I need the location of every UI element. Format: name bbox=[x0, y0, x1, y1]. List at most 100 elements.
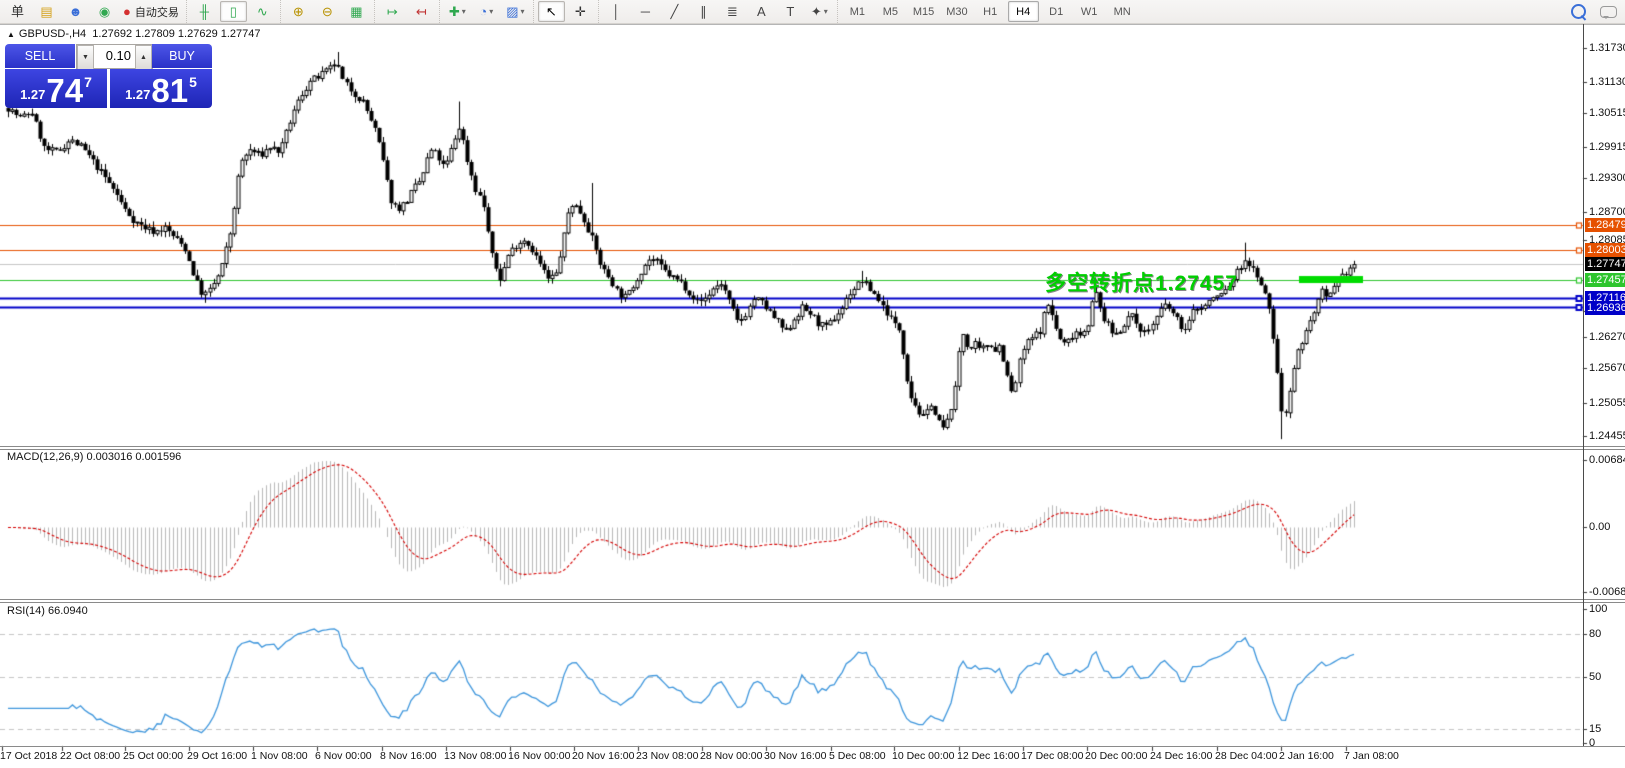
autotrade-button[interactable]: ● 自动交易 bbox=[120, 1, 182, 22]
toolbar-right bbox=[1571, 0, 1617, 23]
periods-icon[interactable]: ◔ ▾ bbox=[473, 1, 500, 22]
file-group: 单 ▤ ☻ ◉ ● 自动交易 bbox=[0, 0, 186, 23]
timeframe-m30[interactable]: M30 bbox=[946, 5, 968, 18]
price-axis-tick: 1.31130 bbox=[1589, 76, 1625, 88]
time-axis-label: 2 Jan 16:00 bbox=[1279, 750, 1334, 762]
horizontal-line-icon[interactable]: ─ bbox=[632, 1, 659, 22]
tile-windows-icon[interactable]: ▦ bbox=[343, 1, 370, 22]
text-icon: A bbox=[757, 4, 766, 19]
horizontal-line-icon: ─ bbox=[640, 4, 650, 19]
indicators-icon-dropdown[interactable]: ▾ bbox=[461, 7, 466, 16]
buy-button[interactable]: BUY bbox=[152, 44, 212, 68]
chart-shift-icon[interactable]: ↤ bbox=[408, 1, 435, 22]
arrows-icon: ✦ bbox=[810, 4, 822, 19]
fibonacci-icon: ≣ bbox=[726, 4, 738, 19]
indicators-icon: ✚ bbox=[448, 4, 460, 19]
timeframe-m1[interactable]: M1 bbox=[849, 5, 865, 18]
trendline-icon: ╱ bbox=[670, 4, 679, 19]
collapse-triangle-icon[interactable]: ▲ bbox=[7, 30, 15, 39]
zoom-group: ⊕ ⊖ ▦ bbox=[279, 0, 374, 23]
rsi-label: RSI(14) 66.0940 bbox=[7, 605, 88, 617]
timeframe-m5[interactable]: M5 bbox=[882, 5, 898, 18]
buy-price-button[interactable]: 1.27 81 5 bbox=[110, 69, 212, 108]
buy-price-prefix: 1.27 bbox=[125, 87, 151, 102]
timeframe-mn[interactable]: MN bbox=[1113, 5, 1131, 18]
candlestick-icon[interactable]: ▯ bbox=[219, 1, 247, 22]
add-group: ✚ ▾ ◔ ▾ ▨ ▾ bbox=[438, 0, 533, 23]
time-axis-label: 13 Nov 08:00 bbox=[444, 750, 507, 762]
zoom-out-icon[interactable]: ⊖ bbox=[314, 1, 341, 22]
text-icon[interactable]: A bbox=[748, 1, 775, 22]
profile-icon[interactable]: ☻ bbox=[62, 1, 89, 22]
timeframe-h4[interactable]: H4 bbox=[1007, 1, 1039, 22]
label-icon[interactable]: T bbox=[777, 1, 804, 22]
time-axis-label: 23 Nov 08:00 bbox=[636, 750, 699, 762]
templates-icon[interactable]: ▨ ▾ bbox=[502, 1, 529, 22]
cursor-icon: ↖ bbox=[545, 4, 557, 19]
crosshair-icon[interactable]: ✛ bbox=[567, 1, 594, 22]
timeframe-w1[interactable]: W1 bbox=[1080, 5, 1098, 18]
rsi-axis-tick: 50 bbox=[1589, 671, 1602, 683]
price-badge: 1.28003 bbox=[1585, 243, 1625, 257]
autoscroll-icon[interactable]: ↦ bbox=[379, 1, 406, 22]
rsi-axis-tick: 15 bbox=[1589, 723, 1602, 735]
timeframe-m15[interactable]: M15 bbox=[912, 5, 935, 18]
price-axis-tick: 1.30515 bbox=[1589, 107, 1625, 119]
periods-icon: ◔ bbox=[479, 4, 488, 19]
cursor-icon[interactable]: ↖ bbox=[537, 1, 565, 22]
chart-window: ▲ GBPUSD-,H4 1.27692 1.27809 1.27629 1.27… bbox=[0, 24, 1625, 768]
pivot-annotation-text[interactable]: 多空转折点1.27457 bbox=[1045, 272, 1238, 295]
time-axis-label: 25 Oct 00:00 bbox=[123, 750, 184, 762]
line-chart-icon: ∿ bbox=[256, 4, 268, 19]
time-axis-label: 1 Nov 08:00 bbox=[251, 750, 308, 762]
bar-chart-icon[interactable]: ╫ bbox=[191, 1, 218, 22]
sell-price-pipette: 7 bbox=[84, 74, 92, 90]
arrows-icon[interactable]: ✦ ▾ bbox=[806, 1, 833, 22]
fibonacci-icon[interactable]: ≣ bbox=[719, 1, 746, 22]
chart-canvas[interactable] bbox=[0, 24, 1625, 768]
sell-button[interactable]: SELL bbox=[5, 44, 75, 68]
trendline-icon[interactable]: ╱ bbox=[661, 1, 688, 22]
order-icon[interactable]: 单 bbox=[4, 1, 31, 22]
chart-type-group: ╫ ▯ ∿ bbox=[185, 0, 280, 23]
buy-price-pipette: 5 bbox=[189, 74, 197, 90]
price-axis-tick: 1.24455 bbox=[1589, 430, 1625, 442]
zoom-out-icon: ⊖ bbox=[321, 4, 333, 19]
price-badge: 1.27747 bbox=[1585, 257, 1625, 271]
arrows-icon-dropdown[interactable]: ▾ bbox=[823, 7, 828, 16]
zoom-in-icon: ⊕ bbox=[292, 4, 304, 19]
sell-price-big: 74 bbox=[46, 72, 84, 109]
vertical-line-icon[interactable]: │ bbox=[603, 1, 630, 22]
timeframe-d1[interactable]: D1 bbox=[1049, 5, 1064, 18]
periods-icon-dropdown[interactable]: ▾ bbox=[489, 7, 494, 16]
label-icon: T bbox=[786, 4, 795, 19]
templates-icon-dropdown[interactable]: ▾ bbox=[520, 7, 525, 16]
signal-icon[interactable]: ◉ bbox=[91, 1, 118, 22]
sell-price-button[interactable]: 1.27 74 7 bbox=[5, 69, 107, 108]
pointer-group: ↖ ✛ bbox=[532, 0, 598, 23]
chat-icon[interactable] bbox=[1600, 5, 1617, 19]
line-chart-icon[interactable]: ∿ bbox=[249, 1, 276, 22]
volume-input[interactable]: 0.10 bbox=[105, 48, 131, 63]
macd-axis-tick: -0.00689 bbox=[1589, 586, 1625, 598]
volume-decrease-button[interactable]: ▼ bbox=[77, 45, 94, 70]
price-axis-tick: 1.28700 bbox=[1589, 206, 1625, 218]
book-icon[interactable]: ▤ bbox=[33, 1, 60, 22]
time-axis-label: 20 Nov 16:00 bbox=[572, 750, 635, 762]
timeframe-group: M1 M5 M15 M30 H1 H4 D1 W1 MN bbox=[836, 0, 1142, 23]
zoom-in-icon[interactable]: ⊕ bbox=[285, 1, 312, 22]
timeframe-h1[interactable]: H1 bbox=[983, 5, 998, 18]
rsi-axis-tick: 80 bbox=[1589, 628, 1602, 640]
buy-price-big: 81 bbox=[151, 72, 189, 109]
profile-icon: ☻ bbox=[68, 4, 83, 19]
time-axis-label: 16 Nov 00:00 bbox=[508, 750, 571, 762]
channel-icon[interactable]: ∥ bbox=[690, 1, 717, 22]
price-axis-tick: 1.25670 bbox=[1589, 362, 1625, 374]
volume-increase-button[interactable]: ▲ bbox=[135, 45, 152, 70]
search-icon[interactable] bbox=[1571, 4, 1586, 19]
time-axis-label: 20 Dec 00:00 bbox=[1085, 750, 1148, 762]
candlestick-icon: ▯ bbox=[229, 4, 237, 19]
indicators-icon[interactable]: ✚ ▾ bbox=[444, 1, 471, 22]
time-axis-label: 7 Jan 08:00 bbox=[1344, 750, 1399, 762]
